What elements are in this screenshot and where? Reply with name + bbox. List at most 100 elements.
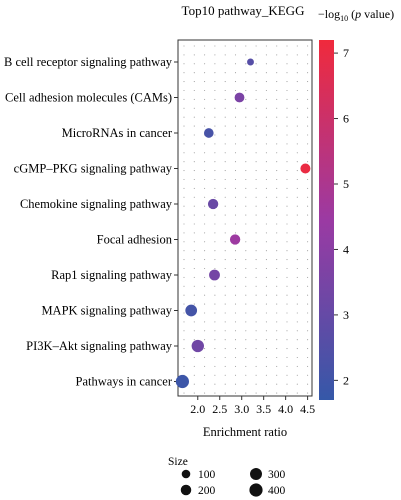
grid-dot <box>224 152 226 154</box>
data-point <box>185 304 198 317</box>
grid-dot <box>234 348 237 350</box>
grid-dot <box>265 143 267 145</box>
grid-dot <box>255 134 257 136</box>
grid-dot <box>224 374 226 376</box>
grid-dot <box>276 330 278 332</box>
grid-dot <box>265 259 267 261</box>
grid-dot <box>214 54 216 56</box>
grid-dot <box>224 276 226 278</box>
grid-dot <box>234 72 237 74</box>
grid-dot <box>276 214 278 216</box>
grid-dot <box>193 134 195 136</box>
grid-dot <box>224 232 226 234</box>
grid-dot <box>296 223 298 225</box>
grid-dot <box>234 134 237 136</box>
grid-dot <box>296 205 298 207</box>
grid-dot <box>286 45 288 47</box>
grid-dot <box>193 116 195 118</box>
grid-dot <box>307 116 309 118</box>
grid-dot <box>214 294 216 296</box>
grid-dot <box>204 196 206 198</box>
grid-dot <box>183 178 185 181</box>
grid-dot <box>234 267 237 270</box>
grid-dot <box>204 356 206 359</box>
grid-dot <box>296 232 298 234</box>
size-legend: 100 200 300 400 <box>180 468 286 497</box>
grid-dot <box>214 116 216 118</box>
grid-dot <box>276 259 278 261</box>
grid-dot <box>214 125 216 127</box>
grid-dot <box>204 312 206 314</box>
grid-dot <box>214 374 216 376</box>
grid-dot <box>193 276 195 278</box>
grid-dot <box>204 116 206 118</box>
grid-dot <box>204 187 206 189</box>
grid-dot <box>204 178 206 181</box>
grid-dot <box>307 330 309 332</box>
grid-dot <box>234 223 237 225</box>
grid-dot <box>183 250 185 252</box>
grid-dot <box>286 214 288 216</box>
grid-dot <box>276 241 278 243</box>
grid-dot <box>204 330 206 332</box>
grid-dot <box>245 89 247 92</box>
grid-dot <box>193 285 195 287</box>
grid-dot <box>296 196 298 198</box>
grid-dot <box>265 321 267 323</box>
category-label: Pathways in cancer <box>76 375 173 389</box>
grid-dot <box>214 365 216 367</box>
grid-dot <box>214 178 216 181</box>
grid-dot <box>214 285 216 287</box>
grid-dot <box>193 250 195 252</box>
grid-dot <box>234 205 237 207</box>
grid-dot <box>276 285 278 287</box>
grid-dot <box>234 81 237 83</box>
grid-dot <box>307 134 309 136</box>
grid-dot <box>214 214 216 216</box>
grid-dot <box>255 98 257 100</box>
grid-dot <box>255 161 257 163</box>
grid-dot <box>224 161 226 163</box>
grid-dot <box>296 187 298 189</box>
grid-dot <box>224 294 226 296</box>
grid-dot <box>265 339 267 341</box>
grid-dot <box>193 321 195 323</box>
grid-dot <box>204 214 206 216</box>
grid-dot <box>204 348 206 350</box>
grid-dot <box>276 383 278 385</box>
grid-dot <box>183 143 185 145</box>
grid-dot <box>204 374 206 376</box>
grid-dot <box>255 276 257 278</box>
grid-dot <box>307 348 309 350</box>
grid-dot <box>193 374 195 376</box>
x-tick-label: 4.0 <box>278 402 293 416</box>
grid-dot <box>286 81 288 83</box>
grid-dot <box>286 303 288 305</box>
grid-dot <box>183 303 185 305</box>
grid-dot <box>255 259 257 261</box>
grid-dot <box>255 348 257 350</box>
grid-dot <box>307 196 309 198</box>
grid-dot <box>245 392 247 394</box>
grid-dot <box>193 187 195 189</box>
grid-dot <box>224 81 226 83</box>
grid-dot <box>204 72 206 74</box>
grid-dot <box>307 392 309 394</box>
grid-dot <box>276 170 278 172</box>
size-legend-swatch <box>249 483 263 497</box>
grid-dot <box>204 285 206 287</box>
chart-title: Top10 pathway_KEGG <box>182 3 305 18</box>
grid-dot <box>224 392 226 394</box>
grid-dot <box>224 330 226 332</box>
grid-dot <box>307 241 309 243</box>
grid-dot <box>286 383 288 385</box>
grid-dot <box>307 294 309 296</box>
grid-dot <box>255 170 257 172</box>
grid-dot <box>204 81 206 83</box>
grid-dot <box>276 232 278 234</box>
grid-dot <box>183 330 185 332</box>
grid-dot <box>234 356 237 359</box>
grid-dot <box>193 294 195 296</box>
grid-dot <box>307 232 309 234</box>
grid-dot <box>245 98 247 100</box>
